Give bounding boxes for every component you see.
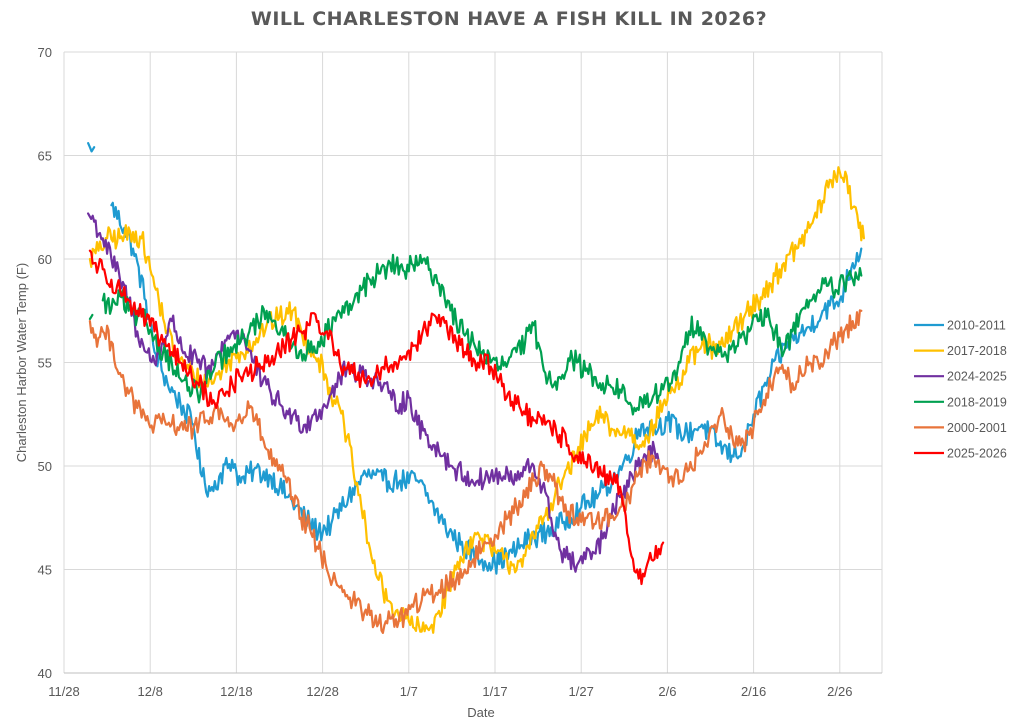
x-tick-label: 1/7 — [400, 684, 418, 699]
x-axis-label: Date — [467, 705, 494, 720]
series-line — [88, 313, 94, 321]
legend-item: 2010-2011 — [914, 319, 1006, 333]
chart-title: Will Charleston have a fish kill in 2026… — [250, 8, 768, 30]
legend-label: 2024-2025 — [947, 370, 1007, 384]
series-2024-2025 — [87, 212, 660, 573]
legend-label: 2010-2011 — [947, 319, 1006, 333]
y-tick-label: 60 — [38, 252, 52, 267]
series-2018-2019 — [88, 253, 863, 416]
series-line — [88, 166, 865, 634]
x-tick-label: 11/28 — [48, 684, 80, 699]
legend-label: 2018-2019 — [947, 395, 1007, 409]
legend-label: 2017-2018 — [947, 344, 1007, 358]
x-axis-ticks: 11/28 12/8 12/18 12/28 1/7 1/17 1/27 2/6 2/16 2/2… — [48, 684, 852, 699]
x-tick-label: 12/18 — [220, 684, 253, 699]
y-tick-label: 45 — [38, 563, 52, 578]
legend-item: 2018-2019 — [914, 395, 1007, 409]
series-line — [87, 142, 96, 153]
legend-item: 2000-2001 — [914, 421, 1007, 435]
series-2025-2026 — [88, 249, 665, 586]
y-tick-label: 55 — [38, 356, 52, 371]
y-tick-label: 70 — [38, 45, 52, 60]
series-2010-2011 — [87, 142, 863, 575]
series-line — [88, 249, 665, 586]
legend-label: 2025-2026 — [947, 447, 1007, 461]
y-axis-label: Charleston Harbor Water Temp (F) — [14, 263, 29, 462]
x-tick-label: 2/16 — [741, 684, 766, 699]
y-tick-label: 50 — [38, 459, 52, 474]
y-axis-ticks: 40 45 50 55 60 65 70 — [38, 45, 52, 681]
legend-label: 2000-2001 — [947, 421, 1007, 435]
legend: 2010-2011 2017-2018 2024-2025 2018-2019 2000… — [914, 319, 1007, 461]
y-tick-label: 40 — [38, 666, 52, 681]
x-tick-label: 1/27 — [569, 684, 594, 699]
x-tick-label: 12/28 — [306, 684, 339, 699]
series-2000-2001 — [88, 309, 863, 634]
series-line — [110, 201, 863, 575]
x-tick-label: 2/6 — [658, 684, 676, 699]
legend-item: 2017-2018 — [914, 344, 1007, 358]
y-tick-label: 65 — [38, 149, 52, 164]
series-lines — [87, 142, 865, 634]
series-line — [87, 212, 660, 573]
series-line — [88, 309, 863, 634]
series-2017-2018 — [88, 166, 865, 634]
x-tick-label: 12/8 — [138, 684, 163, 699]
legend-item: 2024-2025 — [914, 370, 1007, 384]
series-line — [101, 253, 863, 416]
legend-item: 2025-2026 — [914, 447, 1007, 461]
x-tick-label: 1/17 — [482, 684, 507, 699]
x-tick-label: 2/26 — [827, 684, 852, 699]
